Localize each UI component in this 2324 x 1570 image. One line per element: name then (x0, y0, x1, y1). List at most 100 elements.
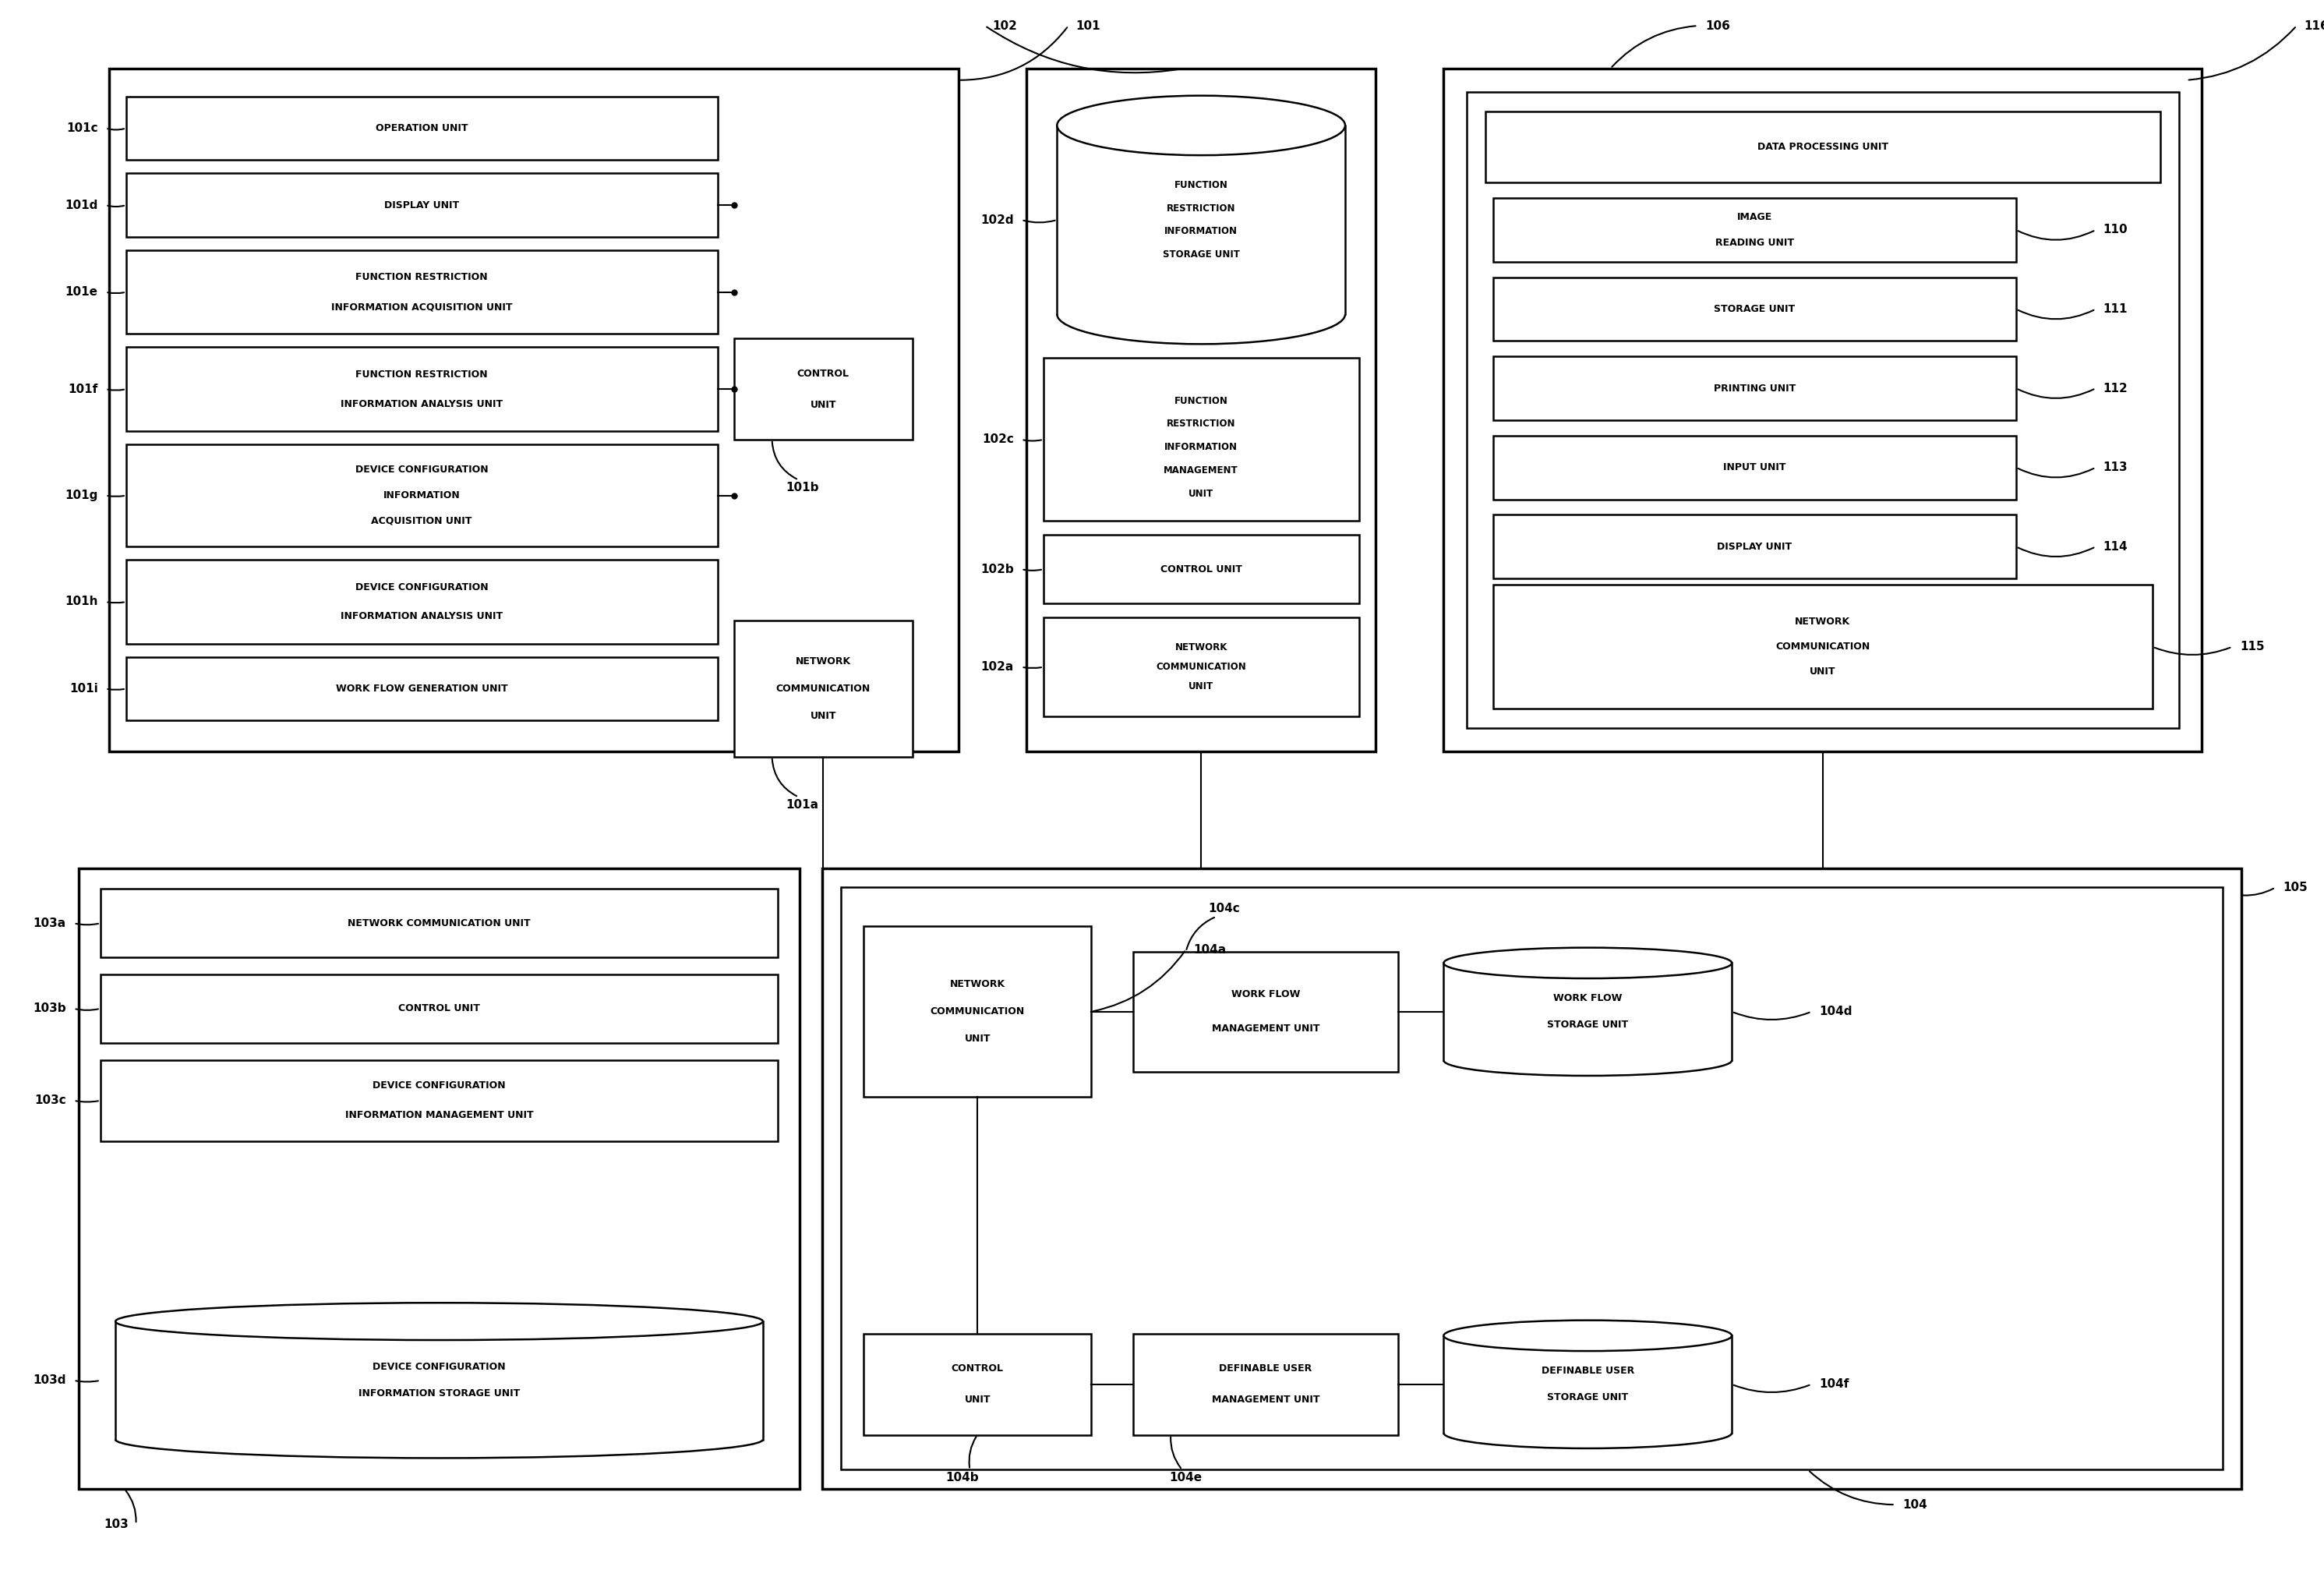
Text: UNIT: UNIT (1810, 667, 1836, 677)
Bar (1466, 91, 2180, 728)
Text: 110: 110 (2103, 225, 2129, 235)
Text: 104b: 104b (946, 1471, 978, 1484)
Ellipse shape (1443, 1320, 1731, 1352)
Text: INFORMATION STORAGE UNIT: INFORMATION STORAGE UNIT (358, 1388, 521, 1399)
Bar (125, 347, 718, 432)
Bar (116, 1322, 762, 1440)
Bar (1043, 617, 1360, 716)
Text: INFORMATION: INFORMATION (1164, 226, 1239, 237)
Text: MANAGEMENT UNIT: MANAGEMENT UNIT (1211, 1024, 1320, 1033)
Text: DEVICE CONFIGURATION: DEVICE CONFIGURATION (356, 465, 488, 474)
Text: 103b: 103b (33, 1003, 65, 1014)
Bar (841, 887, 2222, 1470)
Text: DEVICE CONFIGURATION: DEVICE CONFIGURATION (356, 582, 488, 592)
Text: 102a: 102a (981, 661, 1013, 674)
Text: INFORMATION MANAGEMENT UNIT: INFORMATION MANAGEMENT UNIT (344, 1110, 532, 1121)
Text: 101i: 101i (70, 683, 98, 694)
Text: FUNCTION RESTRICTION: FUNCTION RESTRICTION (356, 369, 488, 380)
Text: 104d: 104d (1820, 1006, 1852, 1017)
Bar (823, 868, 2240, 1488)
Text: 114: 114 (2103, 540, 2129, 553)
Text: DISPLAY UNIT: DISPLAY UNIT (383, 199, 460, 210)
Text: CONTROL UNIT: CONTROL UNIT (397, 1003, 481, 1014)
Text: MANAGEMENT: MANAGEMENT (1164, 466, 1239, 476)
Ellipse shape (1057, 96, 1346, 155)
Text: COMMUNICATION: COMMUNICATION (1776, 642, 1871, 652)
Bar (865, 926, 1092, 1097)
Text: NETWORK: NETWORK (951, 980, 1006, 989)
Text: FUNCTION: FUNCTION (1174, 396, 1227, 405)
Bar (1492, 584, 2152, 710)
Text: 101h: 101h (65, 597, 98, 608)
Text: FUNCTION RESTRICTION: FUNCTION RESTRICTION (356, 272, 488, 283)
Bar (125, 96, 718, 160)
Bar (1443, 69, 2201, 752)
Text: 103d: 103d (33, 1375, 65, 1386)
Text: 104e: 104e (1169, 1471, 1202, 1484)
Text: 101e: 101e (65, 286, 98, 298)
Text: INFORMATION ANALYSIS UNIT: INFORMATION ANALYSIS UNIT (342, 611, 502, 622)
Text: RESTRICTION: RESTRICTION (1167, 419, 1236, 429)
Bar (1043, 535, 1360, 603)
Text: COMMUNICATION: COMMUNICATION (1155, 663, 1246, 672)
Text: COMMUNICATION: COMMUNICATION (776, 683, 872, 694)
Text: NETWORK: NETWORK (1794, 617, 1850, 626)
Text: 116: 116 (2303, 20, 2324, 31)
Text: 103a: 103a (33, 917, 65, 929)
Bar (125, 560, 718, 644)
Text: COMMUNICATION: COMMUNICATION (930, 1006, 1025, 1017)
Text: STORAGE UNIT: STORAGE UNIT (1548, 1393, 1629, 1402)
Bar (1485, 111, 2159, 182)
Text: 103: 103 (105, 1518, 128, 1529)
Text: INFORMATION ACQUISITION UNIT: INFORMATION ACQUISITION UNIT (330, 301, 511, 312)
Text: RESTRICTION: RESTRICTION (1167, 203, 1236, 214)
Text: STORAGE UNIT: STORAGE UNIT (1162, 250, 1239, 261)
Bar (1057, 126, 1346, 314)
Text: MANAGEMENT UNIT: MANAGEMENT UNIT (1211, 1394, 1320, 1405)
Text: UNIT: UNIT (1188, 681, 1213, 691)
Text: DISPLAY UNIT: DISPLAY UNIT (1717, 542, 1792, 551)
Text: NETWORK: NETWORK (1176, 642, 1227, 653)
Text: 105: 105 (2282, 882, 2308, 893)
Text: IMAGE: IMAGE (1736, 212, 1773, 221)
Text: PRINTING UNIT: PRINTING UNIT (1713, 383, 1796, 394)
Ellipse shape (1443, 948, 1731, 978)
Text: STORAGE UNIT: STORAGE UNIT (1548, 1021, 1629, 1030)
Text: DEFINABLE USER: DEFINABLE USER (1541, 1366, 1634, 1377)
Text: 115: 115 (2240, 641, 2264, 653)
Text: 104c: 104c (1208, 903, 1239, 915)
Bar (100, 889, 779, 958)
Bar (1492, 515, 2017, 578)
Text: 101f: 101f (67, 383, 98, 396)
Text: 102b: 102b (981, 564, 1013, 575)
Bar (1132, 1334, 1399, 1435)
Bar (734, 339, 913, 440)
Text: 103c: 103c (35, 1094, 65, 1107)
Bar (1443, 1336, 1731, 1433)
Text: WORK FLOW: WORK FLOW (1232, 989, 1299, 1000)
Text: NETWORK COMMUNICATION UNIT: NETWORK COMMUNICATION UNIT (349, 918, 530, 928)
Text: INFORMATION: INFORMATION (383, 490, 460, 501)
Text: 104a: 104a (1195, 944, 1227, 956)
Text: 101: 101 (1076, 20, 1102, 31)
Text: 101d: 101d (65, 199, 98, 210)
Bar (125, 444, 718, 546)
Text: STORAGE UNIT: STORAGE UNIT (1715, 305, 1794, 314)
Text: NETWORK: NETWORK (795, 656, 851, 667)
Text: 101b: 101b (786, 482, 818, 493)
Text: UNIT: UNIT (964, 1033, 990, 1044)
Text: 101a: 101a (786, 799, 818, 810)
Bar (734, 620, 913, 757)
Text: 101c: 101c (67, 122, 98, 133)
Bar (100, 1060, 779, 1141)
Bar (1492, 198, 2017, 262)
Text: DEVICE CONFIGURATION: DEVICE CONFIGURATION (372, 1080, 507, 1091)
Text: UNIT: UNIT (811, 711, 837, 721)
Text: 102d: 102d (981, 214, 1013, 226)
Text: DEFINABLE USER: DEFINABLE USER (1220, 1364, 1313, 1374)
Text: FUNCTION: FUNCTION (1174, 181, 1227, 190)
Text: INFORMATION ANALYSIS UNIT: INFORMATION ANALYSIS UNIT (342, 399, 502, 408)
Bar (125, 250, 718, 334)
Text: 106: 106 (1706, 20, 1729, 31)
Bar (125, 656, 718, 721)
